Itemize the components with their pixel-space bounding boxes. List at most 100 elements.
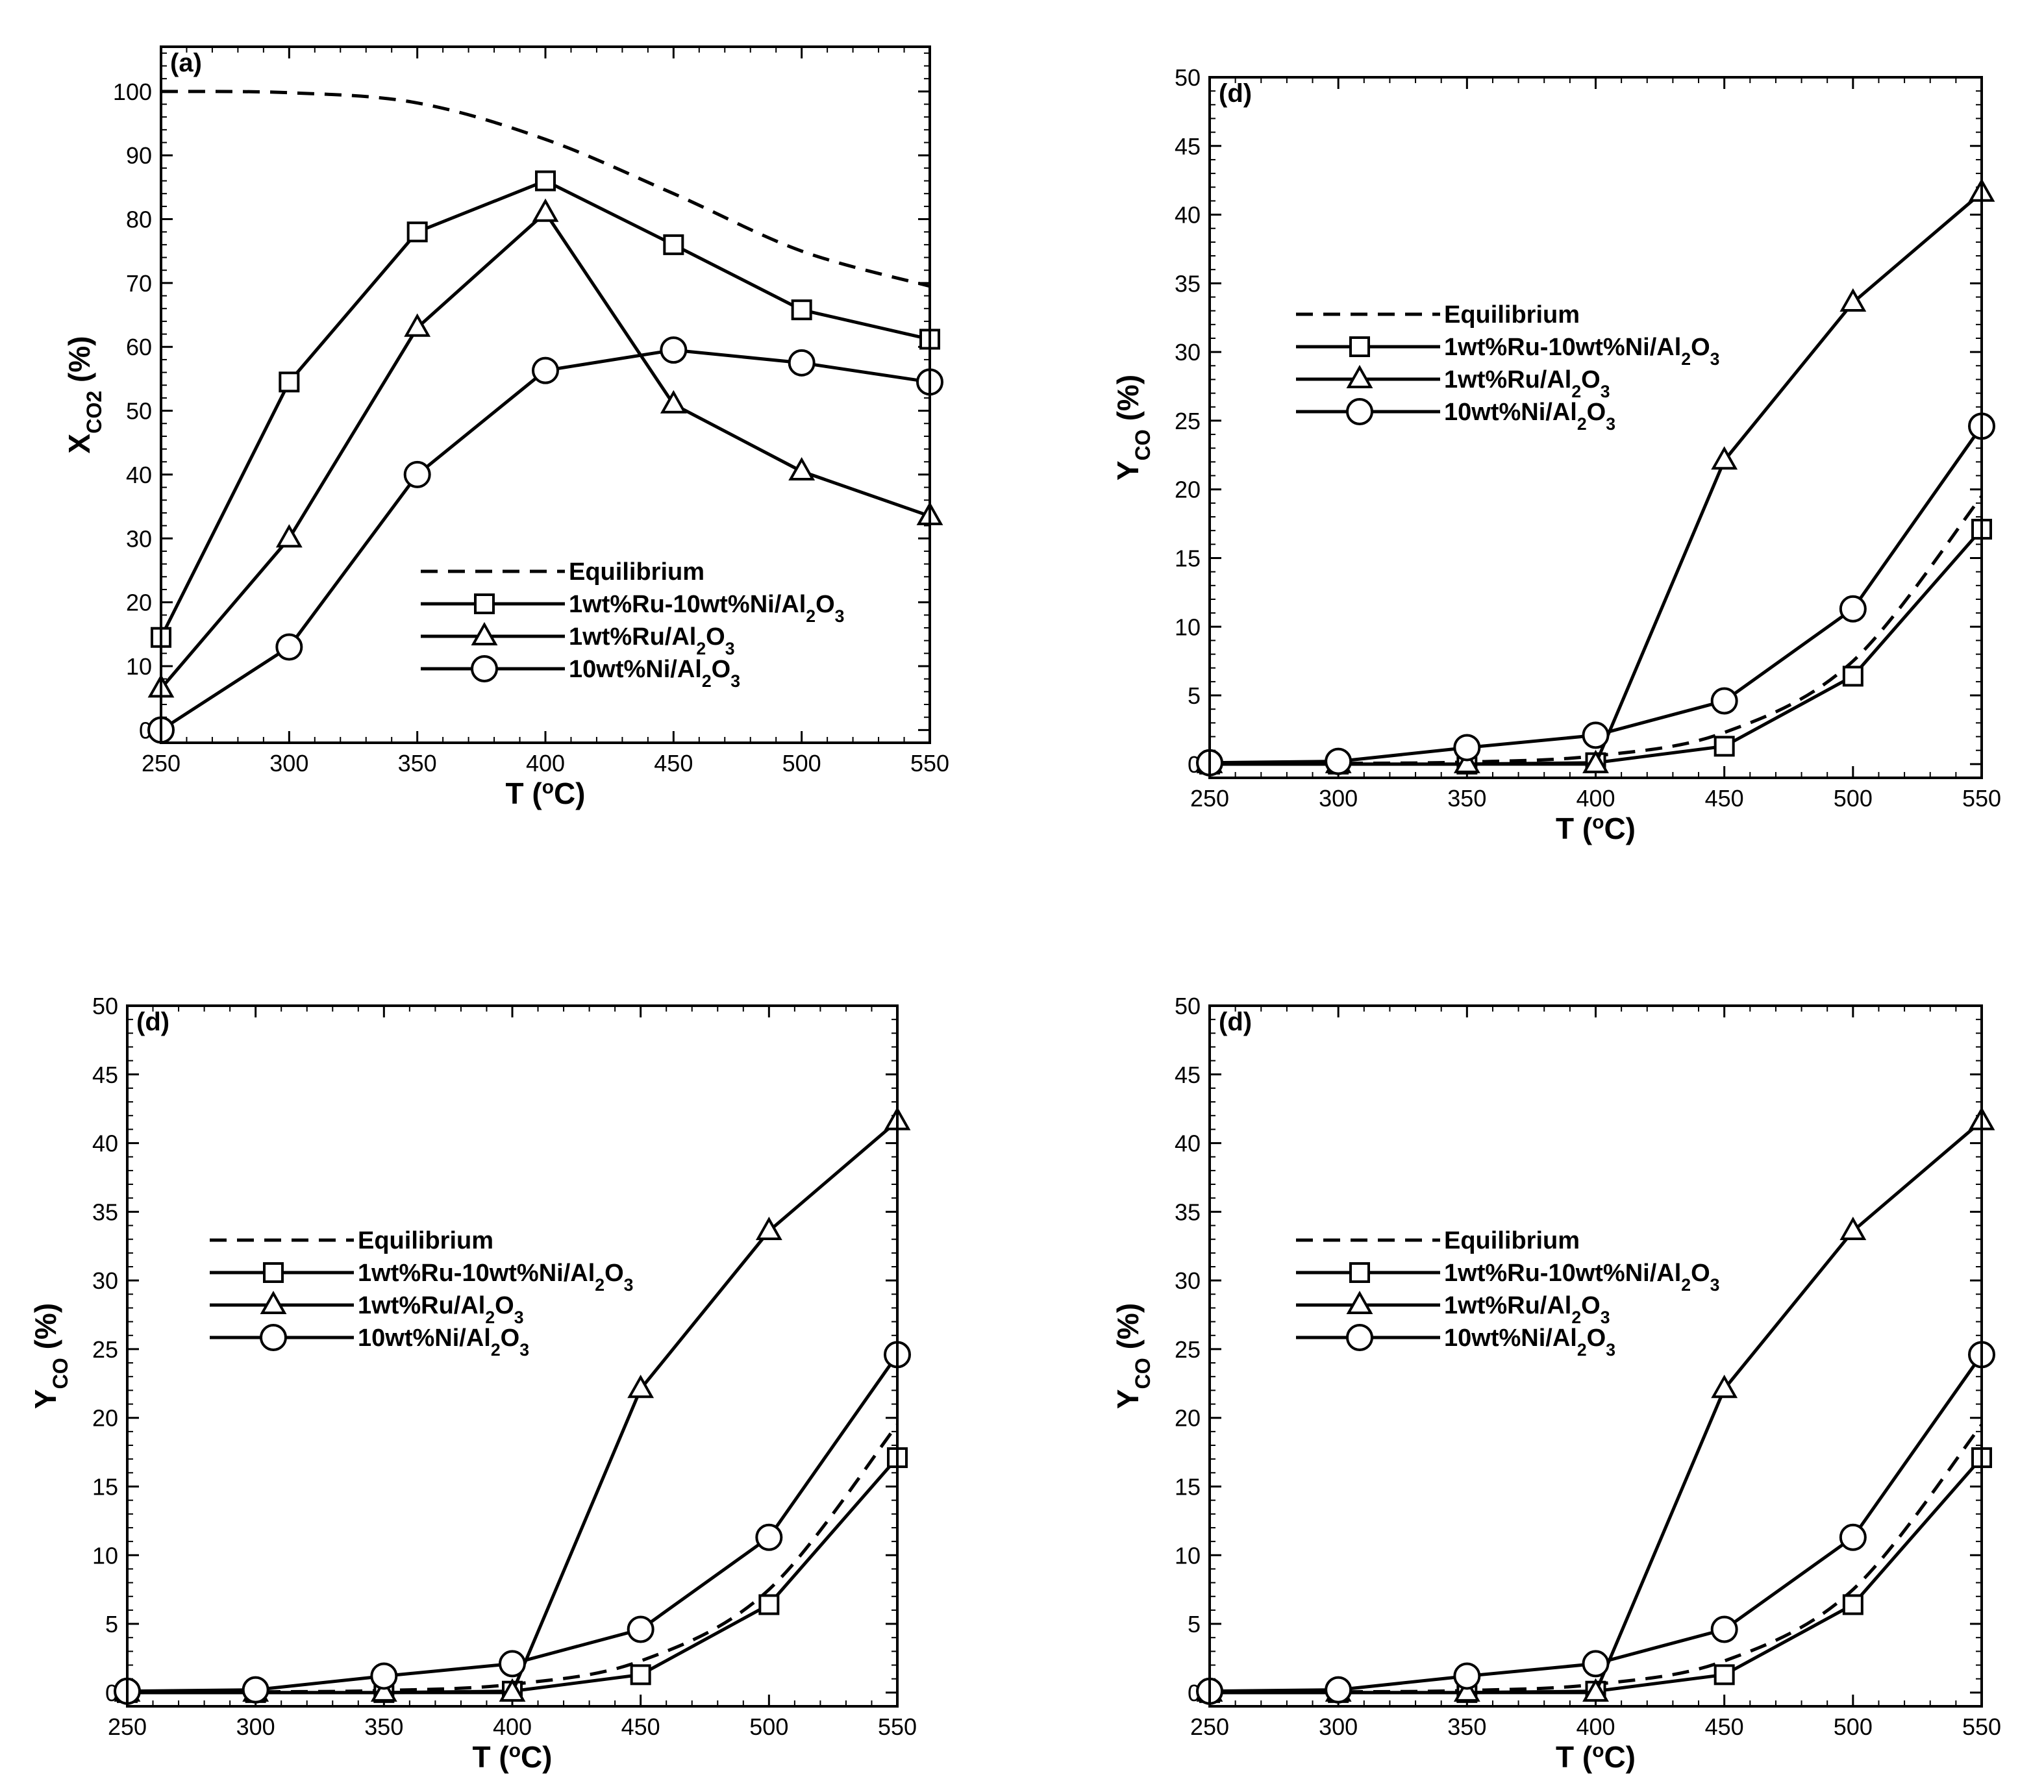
data-point-triangle — [1453, 749, 1480, 773]
data-point-triangle — [404, 313, 431, 337]
panel-label: (d) — [136, 1008, 169, 1036]
series-10wt%Ni/Al2O3 — [1196, 1341, 1995, 1705]
legend-label-part: 10wt%Ni/Al — [1444, 399, 1577, 426]
x-axis-title-text: C) — [521, 1740, 553, 1774]
data-point-triangle — [1453, 1678, 1480, 1702]
x-tick-label: 400 — [493, 1713, 532, 1740]
data-point-circle — [755, 1523, 783, 1551]
legend-entry: 1wt%Ru-10wt%Ni/Al2O3 — [1296, 1260, 1719, 1295]
y-axis-title-sub: CO — [49, 1358, 72, 1389]
legend-entry: 1wt%Ru/Al2O3 — [1296, 1290, 1610, 1327]
y-tick-label: 20 — [1175, 477, 1201, 503]
axis-ticks: 250 300 350 400 450 500 550 0 10 20 30 40 50 60 70 80 90… — [113, 47, 949, 777]
y-tick-label: 15 — [1175, 545, 1201, 571]
x-tick-label: 450 — [654, 750, 693, 777]
legend-entry: Equilibrium — [1296, 301, 1580, 329]
legend-label-part: O — [712, 656, 731, 683]
legend-label-part: O — [706, 623, 725, 651]
legend-entry: 1wt%Ru-10wt%Ni/Al2O3 — [1296, 334, 1719, 369]
data-point-circle — [1839, 1523, 1867, 1551]
series-1wt%Ru/Al2O3 — [1196, 1106, 1995, 1702]
series-line — [159, 179, 930, 638]
y-tick-label: 0 — [139, 717, 152, 743]
plot-frame — [1208, 1004, 1983, 1708]
data-point-circle — [403, 460, 431, 488]
series-line-dashed — [160, 90, 930, 288]
legend-label-part: 1wt%Ru/Al — [1444, 366, 1571, 393]
y-tick-label: 45 — [1175, 133, 1201, 160]
data-point-triangle — [1711, 446, 1738, 470]
data-point-triangle — [1839, 1216, 1867, 1240]
legend-entry: 1wt%Ru/Al2O3 — [421, 621, 735, 658]
x-tick-label: 400 — [1576, 785, 1615, 812]
legend-label-part: 3 — [725, 639, 735, 658]
x-axis-title-text: C) — [554, 777, 586, 810]
series-line — [127, 1119, 899, 1695]
legend-label: 10wt%Ni/Al2O3 — [1444, 1325, 1615, 1360]
x-tick-label: 250 — [108, 1713, 147, 1740]
x-axis-degree: o — [542, 777, 554, 798]
y-tick-label: 45 — [92, 1062, 118, 1088]
data-point-circle — [660, 336, 688, 364]
panel-label: (d) — [1219, 79, 1252, 108]
y-axis-title-main: X — [62, 434, 96, 454]
series-1wt%Ru/Al2O3 — [147, 198, 943, 698]
panel-label: (d) — [1219, 1008, 1252, 1036]
x-axis-title-text: T ( — [1556, 812, 1593, 845]
data-point-square — [535, 170, 556, 192]
legend-entry: Equilibrium — [210, 1227, 493, 1254]
data-point-triangle — [1582, 749, 1609, 773]
x-tick-label: 300 — [236, 1713, 275, 1740]
y-tick-label: 45 — [1175, 1062, 1201, 1088]
legend-label-part: O — [1691, 1260, 1710, 1287]
data-point-triangle — [370, 1678, 397, 1702]
y-tick-label: 30 — [92, 1267, 118, 1294]
series-line — [1209, 1353, 1984, 1693]
data-point-circle — [1325, 747, 1352, 775]
legend-marker-triangle — [1346, 1290, 1373, 1314]
x-tick-label: 550 — [878, 1713, 917, 1740]
legend-label-part: O — [1691, 334, 1710, 361]
data-point-triangle — [532, 198, 559, 222]
y-tick-label: 15 — [92, 1473, 118, 1500]
legend-label-part: O — [816, 591, 835, 618]
legend-label-part: 1wt%Ru-10wt%Ni/Al — [1444, 334, 1681, 361]
x-tick-label: 350 — [398, 750, 437, 777]
legend-label-part: 3 — [835, 606, 845, 626]
legend-entry: 1wt%Ru-10wt%Ni/Al2O3 — [421, 591, 844, 626]
legend-marker-triangle — [471, 621, 498, 645]
data-point-square — [758, 1594, 780, 1615]
data-point-triangle — [660, 390, 687, 414]
y-tick-label: 90 — [126, 142, 152, 169]
x-axis-title-text: T ( — [505, 777, 542, 810]
y-tick-label: 50 — [92, 993, 118, 1019]
data-point-circle — [532, 356, 559, 384]
data-point-triangle — [1711, 1375, 1738, 1399]
data-point-circle — [370, 1662, 398, 1690]
y-axis-title-sub: CO — [1131, 429, 1154, 460]
legend-label-part: 3 — [1601, 1308, 1610, 1327]
data-point-circle — [499, 1650, 526, 1678]
x-axis-title-text: C) — [1604, 1740, 1636, 1774]
legend: Equilibrium1wt%Ru-10wt%Ni/Al2O31wt%Ru/Al… — [421, 558, 844, 691]
legend-label-part: Equilibrium — [358, 1227, 493, 1254]
legend-label: Equilibrium — [1444, 301, 1580, 329]
chart-panel-a-co2-conversion: 250 300 350 400 450 500 550 0 10 20 30 40 50 60 70 80 90… — [0, 0, 1022, 896]
data-point-square — [279, 371, 300, 393]
y-axis-title: YCO (%) — [1111, 375, 1154, 480]
legend-label-part: 2 — [806, 606, 816, 626]
y-axis-title: YCO (%) — [29, 1303, 72, 1409]
panel-label: (a) — [170, 49, 202, 77]
y-tick-label: 5 — [105, 1611, 118, 1637]
y-tick-label: 60 — [126, 334, 152, 360]
x-tick-label: 450 — [621, 1713, 660, 1740]
legend-label-part: 10wt%Ni/Al — [358, 1325, 491, 1352]
x-tick-label: 300 — [1319, 785, 1358, 812]
y-tick-label: 15 — [1175, 1473, 1201, 1500]
legend-entry: 10wt%Ni/Al2O3 — [421, 655, 740, 691]
chart-svg-d-top-right: 250 300 350 400 450 500 5500510152025303540455… — [1111, 64, 2001, 845]
legend-marker-triangle — [260, 1290, 287, 1314]
y-axis-title-sub: CO — [1131, 1358, 1154, 1389]
x-tick-label: 550 — [1962, 1713, 2001, 1740]
y-tick-label: 50 — [1175, 64, 1201, 91]
